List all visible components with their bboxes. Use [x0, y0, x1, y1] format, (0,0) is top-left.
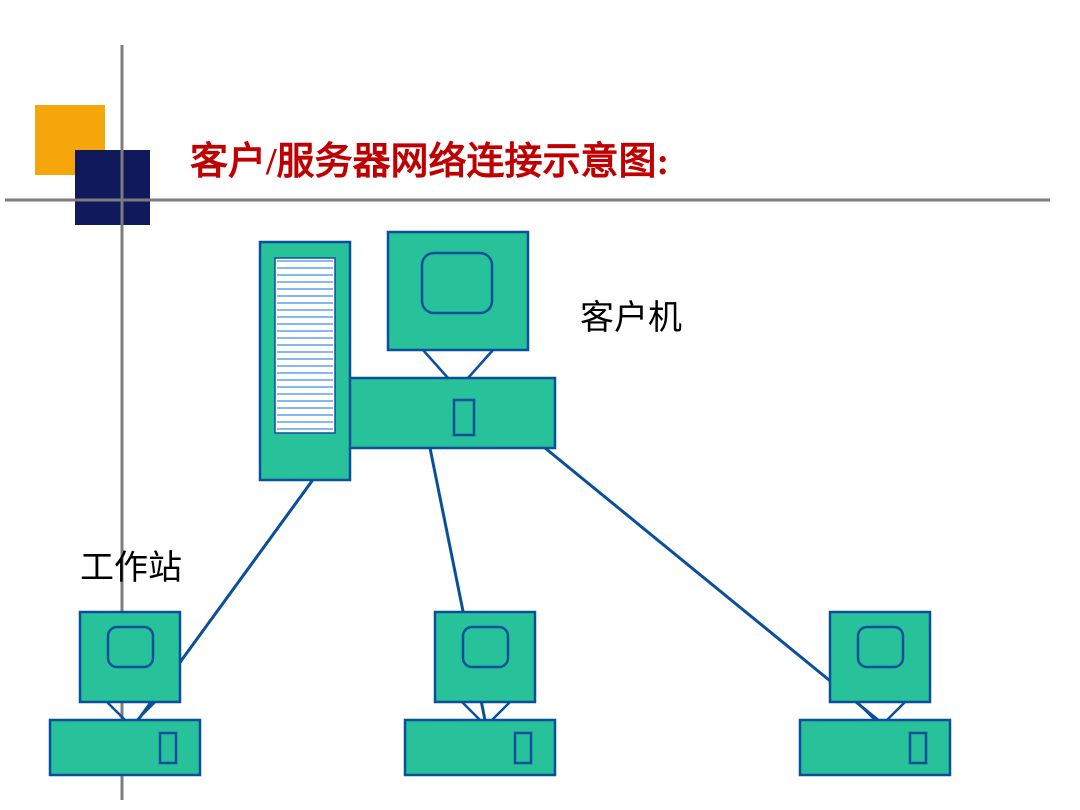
server-stand-right: [468, 350, 493, 378]
page-title: 客户/服务器网络连接示意图:: [190, 130, 669, 185]
workstation-2-base: [800, 720, 950, 775]
workstation-1-slot: [515, 733, 531, 763]
workstation-0-base: [50, 720, 200, 775]
server-slot: [454, 400, 474, 435]
server-monitor-screen: [422, 253, 492, 313]
workstation-2-stand-right: [887, 702, 905, 720]
server-stand-left: [423, 350, 448, 378]
workstation-1-base: [405, 720, 555, 775]
workstation-0-stand-right: [137, 702, 155, 720]
workstation-1-monitor-screen: [463, 627, 508, 667]
server-base: [320, 378, 555, 448]
workstation-2-slot: [910, 733, 926, 763]
diagram-svg: [0, 0, 1080, 810]
label-workstation: 工作站: [80, 540, 182, 589]
decor-square-navy: [75, 150, 150, 225]
workstation-2-stand-left: [857, 702, 875, 720]
workstation-1-stand-left: [462, 702, 480, 720]
workstation-2-monitor-screen: [858, 627, 903, 667]
label-client: 客户机: [580, 290, 682, 339]
workstation-1-stand-right: [492, 702, 510, 720]
network-edge-2: [545, 448, 878, 720]
workstation-0-slot: [160, 733, 176, 763]
workstation-0-monitor-screen: [108, 627, 153, 667]
